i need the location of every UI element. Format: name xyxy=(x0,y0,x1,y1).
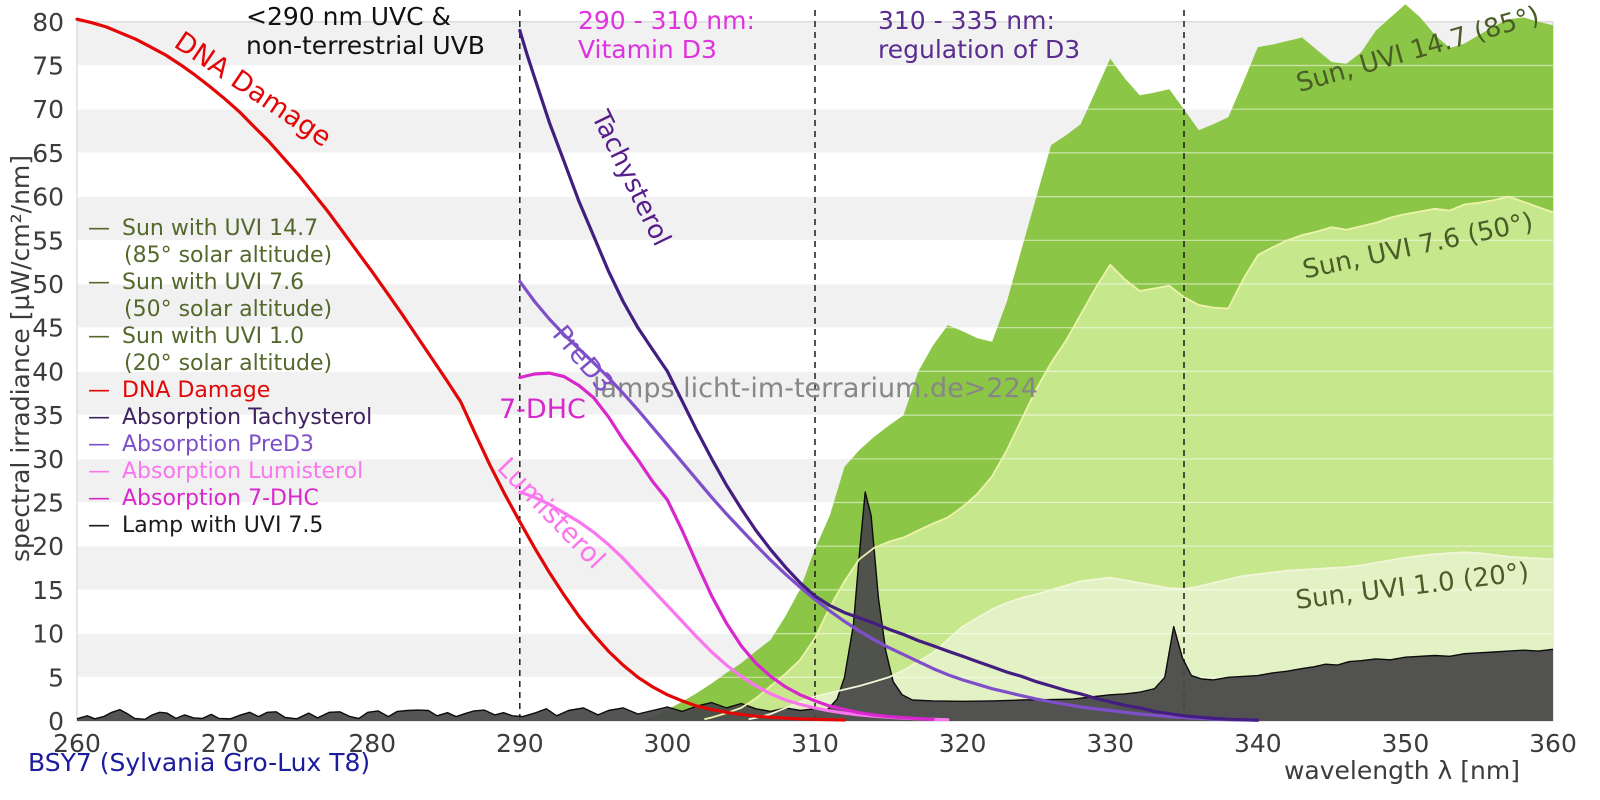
curve-absorption-tachysterol xyxy=(518,28,1260,722)
y-tick-label: 50 xyxy=(32,270,64,299)
x-tick-label: 350 xyxy=(1382,729,1430,758)
y-tick-label: 5 xyxy=(48,663,64,692)
x-tick-label: 330 xyxy=(1086,729,1134,758)
x-tick-label: 360 xyxy=(1529,729,1577,758)
y-tick-label: 70 xyxy=(32,95,64,124)
curve-absorption-pred3 xyxy=(518,279,1260,722)
sun-area-edge xyxy=(704,195,1554,721)
curve-absorption-7-dhc xyxy=(518,371,935,721)
y-tick-label: 65 xyxy=(32,139,64,168)
y-tick-label: 25 xyxy=(32,489,64,518)
x-tick-label: 310 xyxy=(791,729,839,758)
y-tick-label: 45 xyxy=(32,314,64,343)
sun-area-edge xyxy=(748,551,1554,721)
x-tick-label: 270 xyxy=(201,729,249,758)
curve-dna-damage xyxy=(75,17,847,722)
y-tick-label: 35 xyxy=(32,401,64,430)
x-tick-label: 280 xyxy=(348,729,396,758)
x-tick-label: 340 xyxy=(1234,729,1282,758)
x-tick-label: 320 xyxy=(939,729,987,758)
y-tick-label: 20 xyxy=(32,532,64,561)
y-tick-label: 10 xyxy=(32,620,64,649)
lamp-area xyxy=(77,492,1553,721)
y-tick-label: 0 xyxy=(48,707,64,736)
y-tick-label: 75 xyxy=(32,52,64,81)
y-tick-label: 80 xyxy=(32,8,64,37)
y-tick-label: 55 xyxy=(32,226,64,255)
watermark: lamps.licht-im-terrarium.de>224 xyxy=(593,373,1038,404)
x-tick-label: 260 xyxy=(53,729,101,758)
y-tick-label: 40 xyxy=(32,357,64,386)
x-tick-label: 300 xyxy=(644,729,692,758)
x-tick-label: 290 xyxy=(496,729,544,758)
y-tick-label: 15 xyxy=(32,576,64,605)
y-tick-label: 30 xyxy=(32,445,64,474)
y-tick-label: 60 xyxy=(32,183,64,212)
